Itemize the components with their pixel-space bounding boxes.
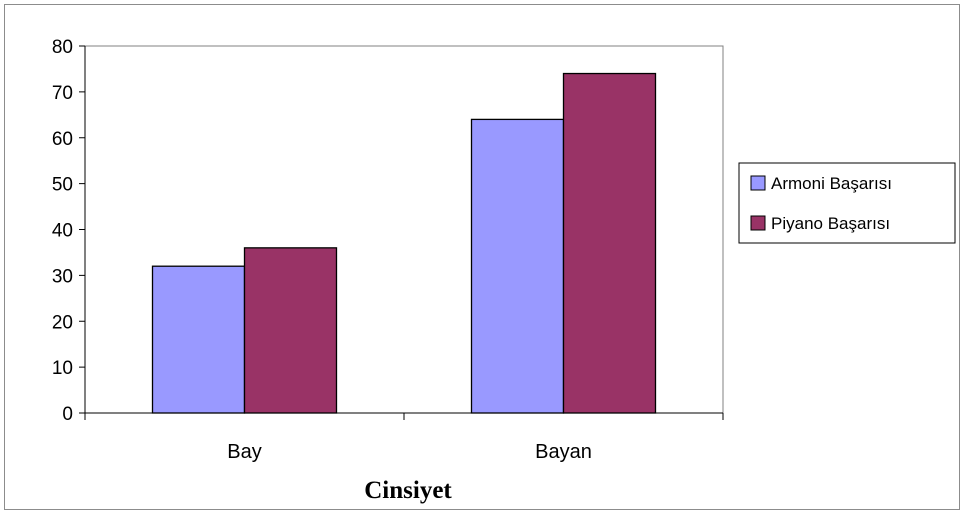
y-tick-label: 80	[52, 37, 73, 58]
y-tick-label: 20	[52, 312, 73, 333]
y-tick-label: 0	[62, 404, 73, 425]
bar	[470, 118, 565, 414]
y-tick-label: 50	[52, 175, 73, 196]
bar	[243, 247, 338, 414]
bars	[151, 72, 657, 414]
x-tick-label: Bayan	[535, 441, 592, 463]
legend-swatch	[750, 215, 766, 231]
legend: Armoni Başarısı Piyano Başarısı	[738, 162, 956, 244]
y-tick-label: 70	[52, 83, 73, 104]
legend-label: Piyano Başarısı	[771, 214, 890, 233]
y-tick-label: 30	[52, 266, 73, 287]
x-axis-title: Cinsiyet	[364, 477, 452, 504]
legend-label: Armoni Başarısı	[771, 174, 892, 193]
legend-box	[738, 162, 956, 244]
x-tick-label: Bay	[227, 441, 261, 463]
x-axis: Bay Bayan	[84, 412, 724, 463]
legend-swatch	[750, 175, 766, 191]
y-tick-label: 10	[52, 358, 73, 379]
bar	[151, 265, 246, 414]
y-tick-label: 40	[52, 221, 73, 242]
bar	[562, 72, 657, 414]
y-tick-label: 60	[52, 129, 73, 150]
